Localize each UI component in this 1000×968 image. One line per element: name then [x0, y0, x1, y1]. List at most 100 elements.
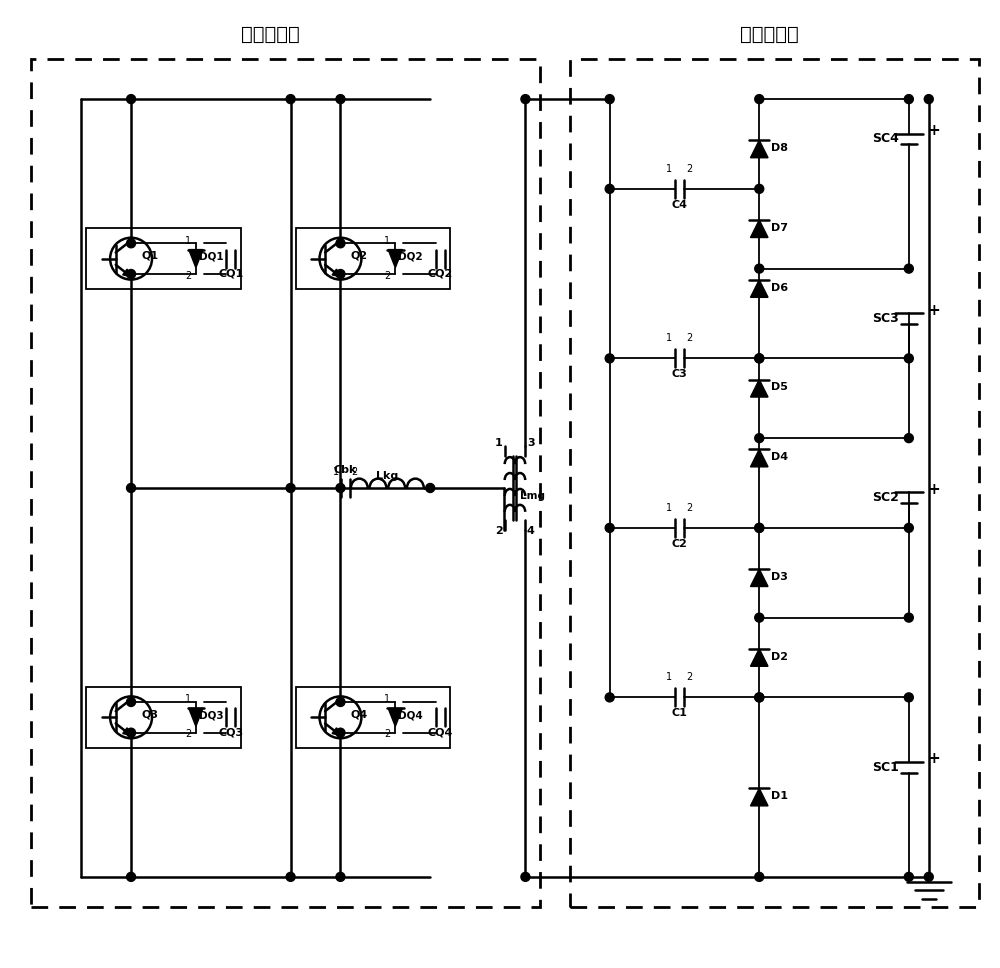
Circle shape — [605, 184, 614, 194]
Text: D4: D4 — [771, 452, 788, 462]
Circle shape — [127, 728, 136, 738]
Text: 全桥逆变器: 全桥逆变器 — [241, 25, 300, 44]
Text: C2: C2 — [672, 539, 687, 549]
Bar — [296, 227, 450, 289]
Text: SC4: SC4 — [872, 133, 899, 145]
Text: D3: D3 — [771, 572, 788, 582]
Text: CQ1: CQ1 — [218, 268, 243, 279]
Circle shape — [755, 524, 764, 532]
Circle shape — [127, 95, 136, 104]
Text: SC2: SC2 — [872, 492, 899, 504]
Text: SC1: SC1 — [872, 761, 899, 773]
Circle shape — [426, 483, 435, 493]
Text: D8: D8 — [771, 143, 788, 153]
Polygon shape — [189, 709, 203, 726]
Circle shape — [127, 698, 136, 707]
Circle shape — [605, 354, 614, 363]
Bar — [86, 227, 241, 289]
Text: D2: D2 — [771, 651, 788, 661]
Text: SC3: SC3 — [872, 312, 899, 325]
Polygon shape — [388, 250, 402, 268]
Circle shape — [755, 95, 764, 104]
Text: 2: 2 — [185, 730, 191, 740]
Text: 4: 4 — [527, 526, 535, 536]
Text: C3: C3 — [672, 370, 687, 379]
Circle shape — [755, 613, 764, 622]
Text: Q3: Q3 — [141, 710, 158, 719]
Text: C1: C1 — [672, 709, 687, 718]
Text: +: + — [928, 123, 941, 138]
Polygon shape — [332, 269, 340, 277]
Text: 1: 1 — [666, 503, 673, 513]
Polygon shape — [189, 250, 203, 268]
Circle shape — [605, 524, 614, 532]
Text: DQ4: DQ4 — [398, 711, 423, 720]
Circle shape — [924, 872, 933, 881]
Text: 1: 1 — [666, 164, 673, 174]
Polygon shape — [123, 269, 131, 277]
Polygon shape — [750, 649, 768, 666]
Text: Q1: Q1 — [141, 251, 158, 260]
Text: Lmg: Lmg — [520, 491, 545, 501]
Text: 电压乘法器: 电压乘法器 — [740, 25, 799, 44]
Circle shape — [336, 483, 345, 493]
Polygon shape — [123, 728, 131, 736]
Text: 2: 2 — [495, 526, 503, 536]
Bar — [570, 59, 979, 907]
Text: Lkg: Lkg — [376, 471, 398, 481]
Circle shape — [904, 524, 913, 532]
Bar — [31, 59, 540, 907]
Circle shape — [286, 483, 295, 493]
Text: 1: 1 — [666, 673, 673, 682]
Circle shape — [336, 269, 345, 279]
Text: D7: D7 — [771, 223, 788, 232]
Circle shape — [336, 698, 345, 707]
Text: Q2: Q2 — [350, 251, 368, 260]
Bar — [86, 686, 241, 748]
Circle shape — [605, 95, 614, 104]
Text: Cbk: Cbk — [334, 465, 357, 475]
Text: 2: 2 — [351, 467, 358, 477]
Text: 2: 2 — [686, 673, 693, 682]
Circle shape — [336, 239, 345, 248]
Text: 1: 1 — [384, 694, 390, 705]
Text: DQ1: DQ1 — [199, 252, 223, 261]
Text: CQ4: CQ4 — [427, 727, 453, 738]
Polygon shape — [750, 280, 768, 297]
Text: 3: 3 — [527, 439, 535, 448]
Circle shape — [127, 483, 136, 493]
Circle shape — [127, 872, 136, 881]
Text: 1: 1 — [666, 333, 673, 344]
Circle shape — [904, 872, 913, 881]
Text: 2: 2 — [384, 730, 390, 740]
Circle shape — [755, 693, 764, 702]
Text: +: + — [928, 482, 941, 497]
Polygon shape — [750, 140, 768, 158]
Polygon shape — [388, 709, 402, 726]
Polygon shape — [750, 569, 768, 587]
Text: D6: D6 — [771, 283, 788, 292]
Circle shape — [904, 354, 913, 363]
Circle shape — [521, 872, 530, 881]
Circle shape — [286, 95, 295, 104]
Circle shape — [127, 239, 136, 248]
Polygon shape — [750, 788, 768, 806]
Circle shape — [755, 524, 764, 532]
Bar — [296, 686, 450, 748]
Circle shape — [755, 434, 764, 442]
Polygon shape — [750, 449, 768, 467]
Circle shape — [755, 872, 764, 881]
Polygon shape — [750, 220, 768, 237]
Circle shape — [904, 95, 913, 104]
Polygon shape — [750, 379, 768, 397]
Circle shape — [755, 264, 764, 273]
Polygon shape — [332, 728, 340, 736]
Text: DQ2: DQ2 — [398, 252, 423, 261]
Circle shape — [521, 95, 530, 104]
Circle shape — [127, 269, 136, 279]
Circle shape — [755, 354, 764, 363]
Circle shape — [904, 434, 913, 442]
Text: 2: 2 — [686, 503, 693, 513]
Text: Q4: Q4 — [350, 710, 368, 719]
Circle shape — [924, 95, 933, 104]
